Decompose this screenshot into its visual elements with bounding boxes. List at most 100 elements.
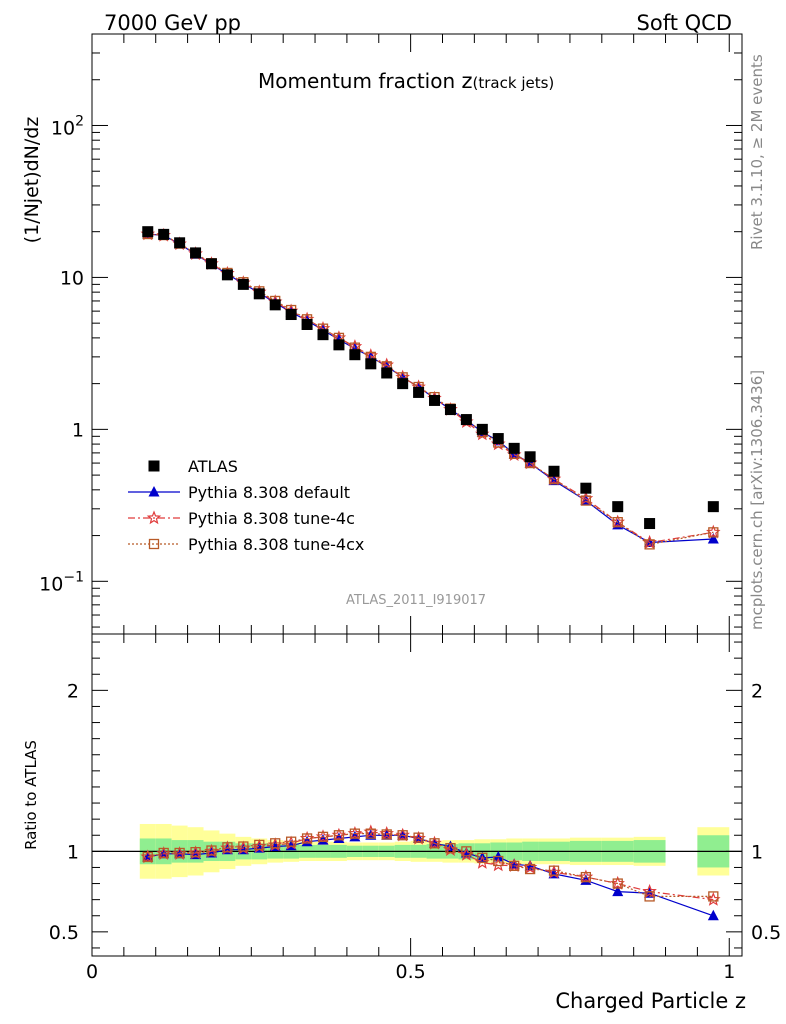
point-atlas [413,386,425,398]
ratio-point-tune-4cx [524,863,536,875]
legend: ATLAS Pythia 8.308 default Pythia 8.308 tu… [128,457,364,554]
y-tick-label-exponent: −1 [63,569,84,585]
main-series-layer [140,226,721,550]
point-atlas [397,378,409,390]
point-atlas [365,358,377,370]
ratio-point-tune-4cx [644,891,655,902]
point-atlas [349,349,361,361]
y-tick-label-base: 10 [39,573,63,595]
ratio-point-tune-4cx [317,831,329,843]
point-atlas [174,237,186,249]
y-tick-label: 10 [60,267,84,289]
x-tick-label: 0 [86,961,98,983]
point-atlas [158,228,170,240]
ratio-point-tune-4cx [477,852,488,863]
ratio-point-tune-4cx [548,865,560,876]
x-axis-label: Charged Particle z [555,989,746,1013]
plot-title-sub: (track jets) [473,74,555,92]
y-tick-label-base: 10 [60,267,84,289]
ratio-point-tune-4cx [580,871,592,883]
ratio-point-tune-4cx [270,838,281,849]
y-tick-label-exponent: 2 [75,113,84,129]
ratio-y-tick-label-left: 1 [67,841,79,863]
ratio-point-tune-4cx [349,828,361,839]
point-tune-4cx [644,539,655,550]
point-atlas [221,269,233,281]
ratio-frame [91,633,743,957]
ratio-point-tune-4cx [158,847,169,859]
point-atlas [612,501,624,513]
point-atlas [253,288,265,300]
mcplots-text: mcplots.cern.ch [arXiv:1306.3436] [748,370,766,630]
legend-label: Pythia 8.308 default [188,483,350,502]
ratio-y-tick-label-left: 0.5 [49,922,79,944]
legend-item: Pythia 8.308 default [128,483,350,502]
legend-item: Pythia 8.308 tune-4c [128,509,355,528]
point-atlas [142,226,154,238]
point-atlas [317,329,329,341]
ratio-axes: 0 0.5 1 0.5 0.5 1 1 2 2 [49,633,781,983]
legend-item: ATLAS [148,457,238,476]
point-atlas [644,518,656,530]
ratio-point-tune-4cx [708,891,719,902]
ratio-series-layer [140,824,721,921]
ratio-point-tune-4cx [333,830,345,841]
point-atlas [301,318,313,330]
ratio-point-tune-4cx [381,829,392,840]
ratio-y-tick-label-right: 2 [751,680,763,702]
y-tick-label: 10−1 [39,569,84,595]
point-atlas [476,423,488,435]
point-atlas [460,414,472,426]
header-right: Soft QCD [637,11,732,35]
ratio-point-tune-4cx [222,842,233,853]
ratio-point-tune-4cx [397,830,408,841]
point-atlas [237,278,249,290]
point-atlas [269,299,281,311]
ratio-point-tune-4cx [254,839,265,851]
ratio-point-tune-4cx [493,855,504,867]
ratio-point-tune-4cx [365,828,376,839]
ratio-point-tune-4cx [445,842,456,854]
legend-label: Pythia 8.308 tune-4cx [188,535,364,554]
ratio-point-tune-4cx [190,847,201,858]
legend-marker [146,510,162,525]
legend-item: Pythia 8.308 tune-4cx [128,535,364,554]
ratio-y-tick-label-right: 1 [751,841,763,863]
point-atlas [508,442,520,454]
x-tick-label: 0.5 [396,961,426,983]
ratio-point-tune-4cx [429,838,440,849]
ratio-point-tune-4cx [413,832,424,843]
ratio-point-tune-4cx [285,836,297,847]
point-atlas [707,501,719,513]
point-default [707,532,719,544]
ratio-ylabel: Ratio to ATLAS [22,740,40,850]
ratio-point-default [612,885,624,897]
y-tick-label: 1 [72,419,84,441]
ratio-point-tune-4cx [461,846,472,857]
point-atlas [548,465,560,477]
ratio-point-default [707,909,719,921]
point-tune-4cx [708,527,719,538]
point-atlas [333,339,345,351]
point-atlas [285,309,297,321]
plot-title-main: Momentum fraction [258,69,462,93]
point-atlas [492,433,504,445]
x-tick-label: 1 [723,961,735,983]
point-atlas [580,482,592,494]
plot-title-var: z [462,69,473,93]
y-tick-label: 102 [51,113,84,139]
ratio-point-tune-4cx [238,841,249,852]
plot-title: Momentum fraction z(track jets) [258,69,554,93]
ratio-point-tune-4c [642,883,657,898]
analysis-id: ATLAS_2011_I919017 [346,593,486,608]
ratio-point-tune-4cx [142,851,153,863]
legend-label: Pythia 8.308 tune-4c [188,509,355,528]
point-atlas [381,367,393,379]
legend-marker-atlas [148,460,160,472]
point-tune-4cx [580,495,592,506]
ratio-point-tune-4cx [301,833,313,844]
ratio-point-tune-4cx [206,845,217,856]
ratio-y-tick-label-left: 2 [67,680,79,702]
y-tick-label-base: 1 [72,419,84,441]
